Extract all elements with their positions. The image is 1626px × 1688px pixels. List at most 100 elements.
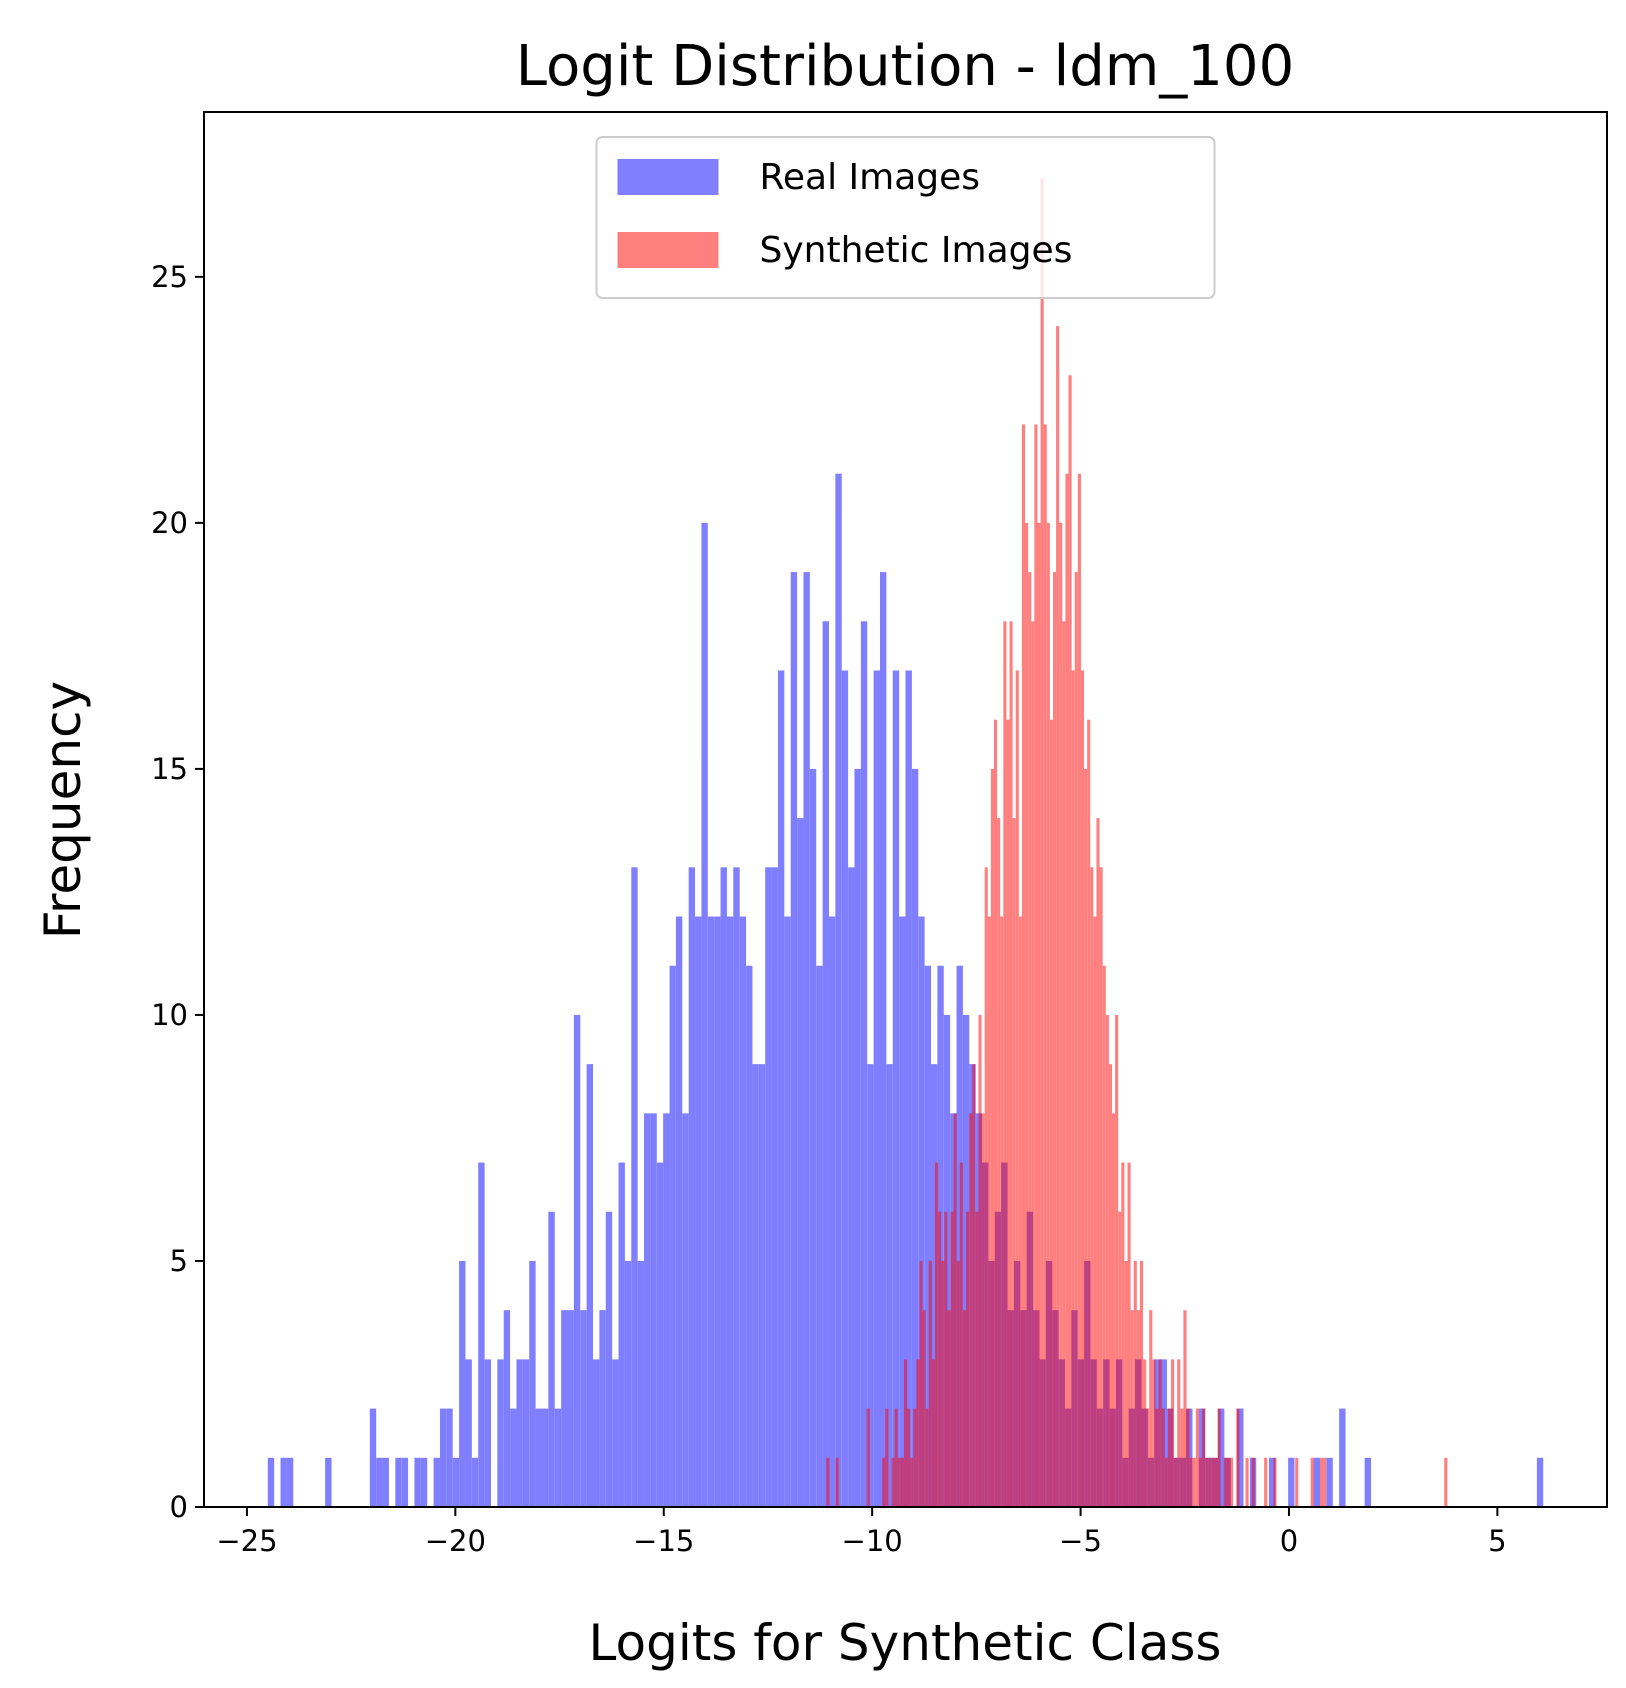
histogram-bar bbox=[931, 1359, 935, 1507]
histogram-bar bbox=[1099, 867, 1103, 1507]
histogram-bar bbox=[1139, 1260, 1144, 1507]
histogram-bar bbox=[899, 916, 906, 1507]
histogram-bar bbox=[990, 768, 994, 1507]
histogram-bar bbox=[1536, 1457, 1544, 1507]
x-tick-label: −5 bbox=[1059, 1524, 1102, 1558]
histogram-bar bbox=[1028, 572, 1032, 1507]
histogram-bar bbox=[554, 1408, 562, 1507]
legend-label: Synthetic Images bbox=[760, 230, 1073, 271]
histogram-bar bbox=[907, 1408, 911, 1507]
histogram-bar bbox=[369, 1408, 377, 1507]
histogram-bar bbox=[1186, 1408, 1190, 1507]
histogram-bar bbox=[1208, 1457, 1212, 1507]
histogram-bar bbox=[580, 1310, 587, 1507]
histogram-bar bbox=[959, 1162, 963, 1507]
histogram-bar bbox=[925, 1408, 929, 1507]
histogram-bar bbox=[1015, 670, 1019, 1507]
histogram-bar bbox=[637, 1260, 645, 1507]
histogram-bar bbox=[656, 1162, 664, 1507]
histogram-bar bbox=[790, 572, 798, 1507]
histogram-bar bbox=[1108, 1064, 1112, 1507]
histogram-bar bbox=[1313, 1457, 1321, 1507]
histogram-bar bbox=[911, 768, 919, 1507]
histogram-bar bbox=[382, 1457, 389, 1507]
histogram-bar bbox=[1143, 1359, 1147, 1507]
histogram-bar bbox=[1074, 572, 1078, 1507]
histogram-bar bbox=[848, 867, 855, 1507]
histogram-bar bbox=[1264, 1457, 1268, 1507]
histogram-bar bbox=[1043, 424, 1047, 1507]
histogram-bar bbox=[897, 1457, 901, 1507]
histogram-bar bbox=[471, 1457, 479, 1507]
x-tick-label: −10 bbox=[842, 1524, 903, 1558]
histogram-bar bbox=[631, 867, 638, 1507]
histogram-bar bbox=[573, 1014, 581, 1507]
histogram-bar bbox=[892, 670, 900, 1507]
histogram-bar bbox=[1111, 1113, 1116, 1507]
histogram-bar bbox=[548, 1211, 555, 1507]
histogram-bar bbox=[1105, 1014, 1109, 1507]
histogram-bar bbox=[891, 1457, 895, 1507]
histogram-bar bbox=[1003, 621, 1007, 1507]
histogram-bar bbox=[950, 1211, 954, 1507]
x-tick-label: −25 bbox=[216, 1524, 277, 1558]
histogram-bar bbox=[1065, 473, 1069, 1508]
histogram-bar bbox=[669, 965, 676, 1507]
histogram-bar bbox=[1214, 1457, 1218, 1507]
histogram-bar bbox=[1177, 1359, 1181, 1507]
histogram-bar bbox=[1236, 1408, 1240, 1507]
histogram-bar bbox=[1034, 424, 1038, 1507]
histogram-bar bbox=[860, 621, 868, 1507]
histogram-bar bbox=[535, 1408, 542, 1507]
histogram-bar bbox=[612, 1359, 619, 1507]
histogram-bar bbox=[503, 1310, 511, 1507]
histogram-bar bbox=[928, 1260, 932, 1507]
histogram-bar bbox=[873, 670, 880, 1507]
histogram-bar bbox=[414, 1457, 421, 1507]
histogram-bar bbox=[446, 1408, 453, 1507]
histogram-bar bbox=[822, 621, 829, 1507]
histogram-bar bbox=[903, 1359, 908, 1507]
histogram-bar bbox=[1118, 1211, 1122, 1507]
x-axis-label: Logits for Synthetic Class bbox=[589, 1614, 1222, 1672]
histogram-bar bbox=[1090, 867, 1094, 1507]
x-tick-label: 5 bbox=[1488, 1524, 1506, 1558]
histogram-bar bbox=[854, 768, 861, 1507]
legend-label: Real Images bbox=[760, 157, 981, 198]
histogram-bar bbox=[1049, 719, 1053, 1507]
histogram-bar bbox=[746, 965, 753, 1507]
histogram-bar bbox=[465, 1359, 472, 1507]
legend-swatch bbox=[617, 232, 719, 268]
histogram-bar bbox=[987, 916, 991, 1507]
histogram-bar bbox=[1205, 1457, 1209, 1507]
histogram-bar bbox=[1130, 1310, 1134, 1507]
histogram-bar bbox=[1031, 621, 1035, 1507]
histogram-bar bbox=[1080, 670, 1085, 1507]
histogram-bar bbox=[1056, 326, 1060, 1507]
histogram-bar bbox=[714, 916, 721, 1507]
x-tick-label: −20 bbox=[425, 1524, 486, 1558]
histogram-bar bbox=[1136, 1310, 1140, 1507]
series bbox=[826, 178, 1448, 1508]
histogram-bar bbox=[913, 1408, 917, 1507]
histogram-bar bbox=[969, 1113, 973, 1507]
histogram-bar bbox=[1006, 719, 1010, 1507]
histogram-bar bbox=[586, 1064, 594, 1507]
histogram-bar bbox=[885, 1408, 889, 1507]
histogram-bar bbox=[497, 1359, 504, 1507]
histogram-bar bbox=[286, 1457, 294, 1507]
histogram-bar bbox=[922, 1310, 926, 1507]
histogram-bar bbox=[541, 1408, 549, 1507]
histogram-bar bbox=[280, 1457, 287, 1507]
histogram-bar bbox=[1217, 1408, 1225, 1507]
histogram-bar bbox=[905, 670, 912, 1507]
histogram-bar bbox=[956, 1260, 960, 1507]
histogram-bar bbox=[1323, 1457, 1327, 1507]
histogram-bar bbox=[997, 818, 1001, 1507]
histogram-bar bbox=[910, 1457, 914, 1507]
histogram-bar bbox=[953, 1113, 957, 1507]
histogram-bar bbox=[739, 916, 747, 1507]
histogram-bar bbox=[956, 965, 963, 1507]
histogram-bar bbox=[771, 867, 778, 1507]
histogram-bar bbox=[882, 1457, 886, 1507]
